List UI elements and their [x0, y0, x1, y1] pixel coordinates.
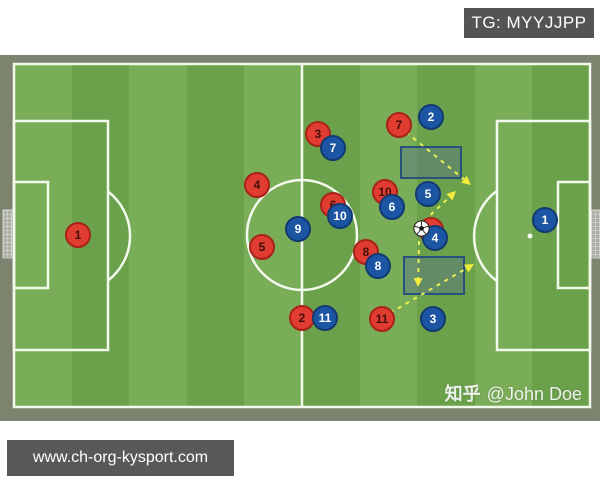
movement-arrow-line [389, 267, 467, 314]
tactical-zone[interactable] [400, 146, 462, 179]
watermark: 知乎 @John Doe [445, 380, 582, 406]
player-marker-blue-8[interactable]: 8 [365, 253, 391, 279]
pitch-stripe [129, 64, 187, 407]
soccer-ball-icon[interactable] [413, 220, 430, 237]
left-goal-area [12, 180, 50, 290]
player-marker-blue-3[interactable]: 3 [420, 306, 446, 332]
movement-arrowhead [413, 277, 423, 287]
tactical-zone[interactable] [403, 256, 465, 295]
movement-arrowhead [461, 175, 471, 185]
right-goal-area [556, 180, 592, 290]
tactics-board: 1435628107117291065481131 知乎@John Doe [0, 55, 600, 421]
player-marker-blue-1[interactable]: 1 [532, 207, 558, 233]
watermark-author: @John Doe [486, 384, 582, 404]
player-marker-red-5[interactable]: 5 [249, 234, 275, 260]
player-marker-red-11[interactable]: 11 [369, 306, 395, 332]
player-marker-blue-10[interactable]: 10 [327, 203, 353, 229]
movement-arrow-line [423, 196, 451, 222]
player-marker-blue-5[interactable]: 5 [415, 181, 441, 207]
player-marker-red-7[interactable]: 7 [386, 112, 412, 138]
player-marker-red-4[interactable]: 4 [244, 172, 270, 198]
player-marker-blue-11[interactable]: 11 [312, 305, 338, 331]
player-marker-red-3[interactable]: 3 [305, 121, 331, 147]
player-marker-red-1[interactable]: 1 [65, 222, 91, 248]
player-marker-blue-6[interactable]: 6 [379, 194, 405, 220]
telegram-tag-label: TG: MYYJJPP [471, 13, 587, 32]
watermark-brand: 知乎 [444, 384, 481, 404]
source-url-bar: www.ch-org-kysport.com [7, 440, 234, 476]
movement-arrowhead [463, 264, 474, 273]
centre-circle [245, 178, 359, 292]
pitch-stripe [302, 64, 360, 407]
movement-arrow-line [405, 131, 465, 181]
player-marker-blue-7[interactable]: 7 [320, 135, 346, 161]
source-url: www.ch-org-kysport.com [32, 449, 209, 466]
right-penalty-arc [472, 189, 498, 283]
player-marker-blue-9[interactable]: 9 [285, 216, 311, 242]
right-penalty-spot [527, 233, 533, 239]
movement-arrowhead [446, 191, 456, 201]
player-marker-blue-2[interactable]: 2 [418, 104, 444, 130]
left-penalty-arc [107, 190, 132, 282]
pitch-stripe [186, 64, 245, 407]
telegram-tag: TG: MYYJJPP [464, 8, 594, 38]
tactics-overlay [389, 131, 474, 314]
movement-arrow-line [417, 240, 420, 279]
